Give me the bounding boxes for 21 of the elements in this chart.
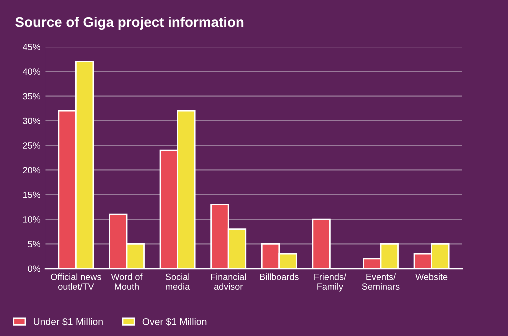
y-tick-label: 40% [23,68,41,76]
legend-label: Over $1 Million [142,318,207,326]
x-tick-label: Events/ Seminars [362,274,400,290]
x-tick-label: Word of Mouth [111,274,143,290]
legend-label: Under $1 Million [34,318,103,326]
x-tick-label: Website [416,274,448,280]
y-tick-label: 20% [23,167,41,174]
x-tick-label: Friends/ Family [314,274,347,292]
x-tick-label: Social media [166,274,190,290]
y-tick-label: 0% [28,266,41,272]
y-tick-label: 5% [28,241,41,248]
y-tick-label: 10% [23,216,41,223]
x-tick-label: Financial advisor [211,274,246,290]
y-tick-label: 30% [23,118,41,124]
y-tick-label: 15% [23,192,41,198]
y-tick-label: 35% [23,93,41,100]
x-tick-label: Billboards [260,274,299,280]
x-tick-label: Official news outlet/TV [51,274,102,290]
y-tick-label: 45% [23,44,41,50]
chart-title: Source of Giga project information [16,17,244,30]
y-tick-label: 25% [23,142,41,149]
